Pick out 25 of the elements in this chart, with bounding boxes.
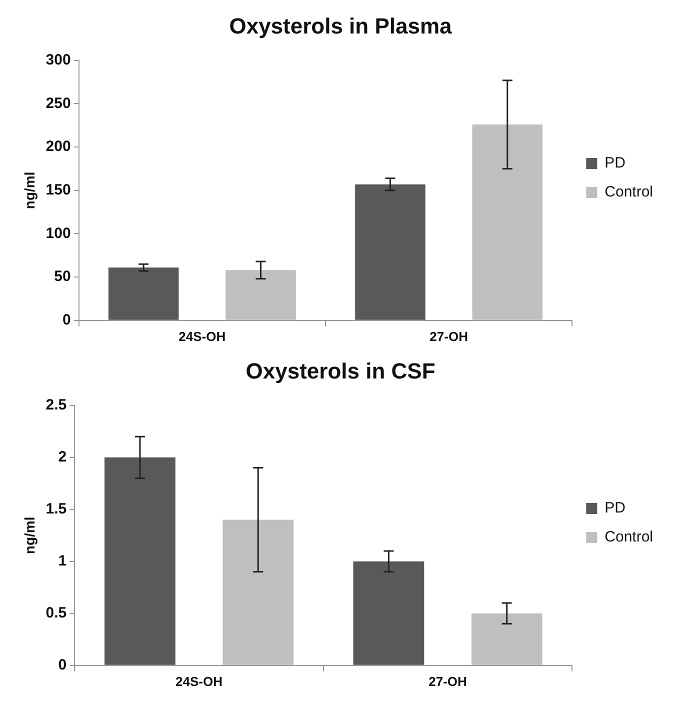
y-axis-title: ng/ml — [21, 516, 38, 554]
x-tick-label: 24S-OH — [176, 674, 223, 689]
chart-title: Oxysterols in CSF — [246, 358, 436, 384]
y-tick-label: 1 — [58, 552, 67, 570]
y-tick-label: 50 — [54, 268, 71, 286]
y-tick-label: 250 — [46, 94, 71, 112]
x-tick-label: 24S-OH — [178, 328, 226, 344]
chart-title: Oxysterols in Plasma — [229, 13, 453, 38]
x-tick-label: 27-OH — [430, 328, 468, 344]
legend-label: Control — [604, 528, 654, 546]
y-tick-label: 0.5 — [46, 604, 67, 622]
y-tick-label: 150 — [46, 182, 71, 199]
legend-label: PD — [604, 154, 626, 172]
y-axis-title: ng/ml — [21, 172, 38, 210]
y-tick-label: 0 — [58, 656, 67, 674]
legend-label: PD — [604, 500, 626, 517]
y-tick-label: 1.5 — [46, 500, 67, 518]
y-tick-label: 2.5 — [46, 396, 67, 414]
y-tick-label: 0 — [62, 312, 71, 329]
x-tick-label: 27-OH — [428, 674, 467, 689]
y-tick-label: 100 — [46, 224, 71, 242]
legend-label: Control — [604, 184, 654, 201]
y-tick-label: 200 — [46, 138, 71, 156]
y-tick-label: 2 — [58, 448, 67, 466]
y-tick-label: 300 — [46, 52, 71, 69]
